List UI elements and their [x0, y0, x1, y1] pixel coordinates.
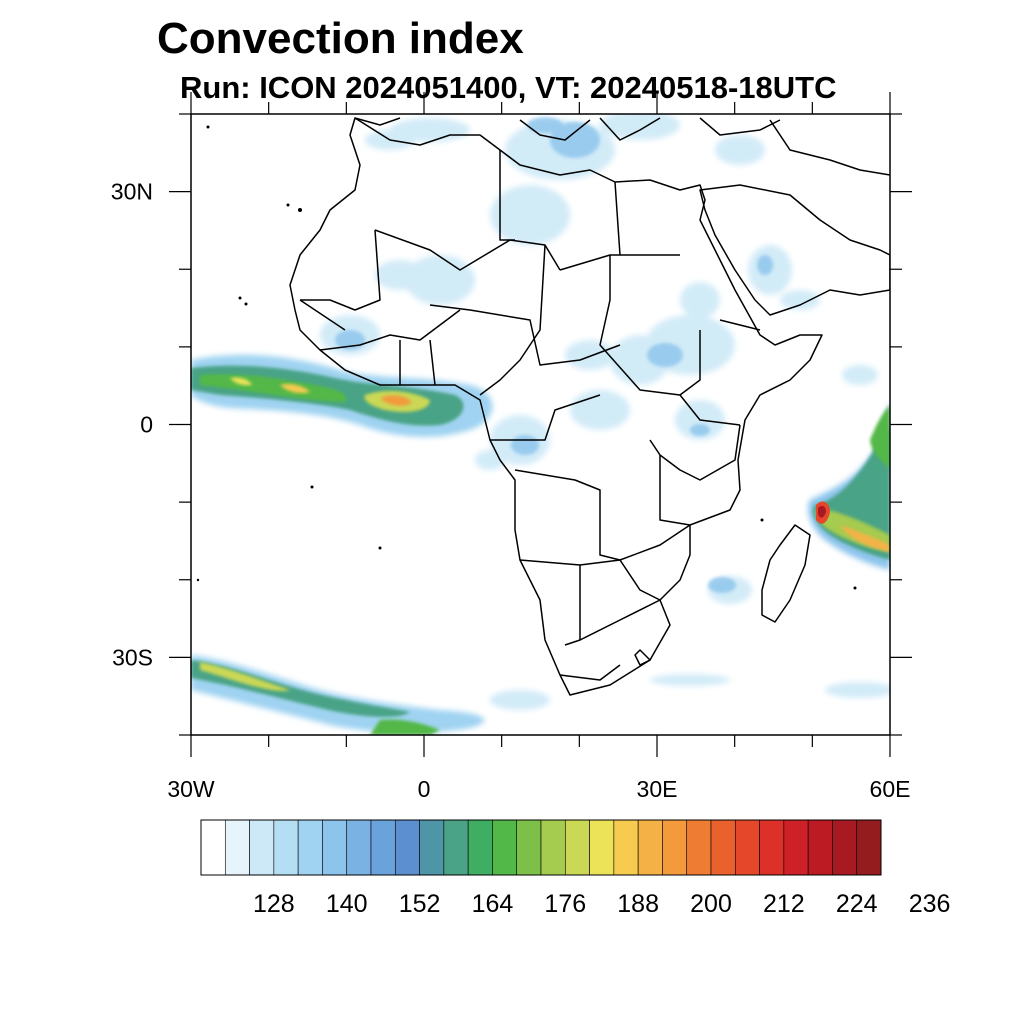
colorbar-cell — [734, 819, 760, 876]
colorbar-cell — [832, 819, 858, 876]
colorbar-cell — [346, 819, 372, 876]
colorbar-cell — [322, 819, 348, 876]
colorbar-cell — [637, 819, 663, 876]
colorbar-cell — [419, 819, 445, 876]
colorbar-cell — [759, 819, 785, 876]
colorbar-labels: 128 140 152 164 176 188 200 212 224 236 — [253, 890, 950, 918]
x-tick-label: 30W — [167, 776, 215, 802]
colorbar-cell — [686, 819, 712, 876]
colorbar-cell — [783, 819, 809, 876]
convection-field — [191, 114, 890, 735]
colorbar-cell — [443, 819, 469, 876]
colorbar-cell — [516, 819, 542, 876]
colorbar-cell — [370, 819, 396, 876]
colorbar-cell — [564, 819, 590, 876]
colorbar-cell — [249, 819, 275, 876]
colorbar-cell — [200, 819, 226, 876]
colorbar-label: 200 — [690, 890, 732, 918]
axis-ticks — [169, 92, 912, 757]
colorbar-label: 236 — [909, 890, 951, 918]
colorbar-label: 188 — [617, 890, 659, 918]
chart-subtitle: Run: ICON 2024051400, VT: 20240518-18UTC — [180, 70, 837, 105]
y-tick-label: 30N — [111, 179, 153, 205]
colorbar-cell — [662, 819, 688, 876]
colorbar-frame — [200, 819, 882, 876]
chart-title: Convection index — [157, 14, 524, 63]
colorbar-label: 176 — [544, 890, 586, 918]
coastlines-and-borders — [289, 117, 890, 696]
madagascar-cyclone — [808, 400, 890, 570]
axis-tick-labels: 30W 0 30E 60E 30N 0 30S — [111, 179, 911, 802]
colorbar-cell — [273, 819, 299, 876]
y-tick-label: 0 — [140, 412, 153, 438]
x-tick-label: 0 — [418, 776, 431, 802]
colorbar-cell — [613, 819, 639, 876]
west-africa-band — [191, 354, 493, 437]
colorbar-label: 128 — [253, 890, 295, 918]
colorbar-label: 164 — [472, 890, 514, 918]
colorbar-label: 140 — [326, 890, 368, 918]
x-tick-label: 30E — [637, 776, 678, 802]
colorbar-cell — [297, 819, 323, 876]
southern-ocean-band — [191, 655, 485, 735]
colorbar-cell — [492, 819, 518, 876]
islands — [196, 125, 857, 590]
colorbar-cell — [467, 819, 493, 876]
colorbar-label: 152 — [399, 890, 441, 918]
colorbar-cell — [589, 819, 615, 876]
colorbar-cell — [224, 819, 250, 876]
colorbar-cell — [710, 819, 736, 876]
x-tick-label: 60E — [870, 776, 911, 802]
colorbar-cell — [856, 819, 882, 876]
colorbar — [200, 819, 882, 876]
colorbar-cell — [394, 819, 420, 876]
y-tick-label: 30S — [112, 644, 153, 670]
colorbar-label: 212 — [763, 890, 805, 918]
colorbar-label: 224 — [836, 890, 878, 918]
colorbar-cell — [540, 819, 566, 876]
colorbar-cell — [807, 819, 833, 876]
